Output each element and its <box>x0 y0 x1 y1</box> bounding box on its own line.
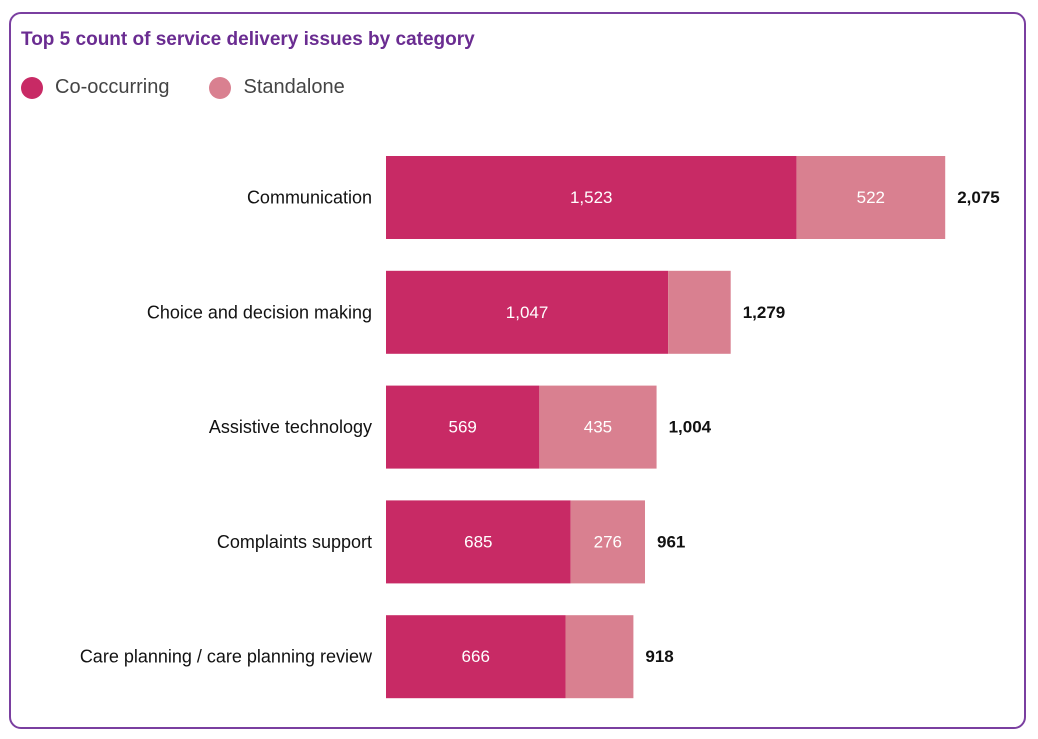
legend-swatch-standalone <box>209 76 232 99</box>
data-label-co-occurring-choice-and-decision-making: 1,047 <box>506 303 549 322</box>
category-label-complaints-support: Complaints support <box>217 532 372 552</box>
bar-co-occurring-complaints-support[interactable] <box>386 500 571 584</box>
bar-standalone-choice-and-decision-making[interactable] <box>668 270 731 354</box>
bar-standalone-complaints-support[interactable] <box>570 500 645 584</box>
legend-label-co-occurring: Co-occurring <box>55 76 170 98</box>
legend: Co-occurring Standalone <box>21 76 385 99</box>
bar-co-occurring-communication[interactable] <box>386 156 797 239</box>
bar-standalone-care-planning-care-planning-review[interactable] <box>565 615 634 699</box>
data-label-co-occurring-assistive-technology: 569 <box>448 418 476 437</box>
category-label-care-planning-care-planning-review: Care planning / care planning review <box>80 647 373 667</box>
data-label-co-occurring-care-planning-care-planning-review: 666 <box>462 647 490 666</box>
bar-co-occurring-care-planning-care-planning-review[interactable] <box>386 615 566 699</box>
category-label-communication: Communication <box>247 188 372 208</box>
category-label-assistive-technology: Assistive technology <box>209 417 372 437</box>
total-label-assistive-technology: 1,004 <box>669 418 712 437</box>
bar-standalone-communication[interactable] <box>796 156 946 239</box>
category-label-choice-and-decision-making: Choice and decision making <box>147 302 372 322</box>
legend-swatch-co-occurring <box>21 76 43 99</box>
data-label-co-occurring-communication: 1,523 <box>570 188 613 207</box>
total-label-choice-and-decision-making: 1,279 <box>743 303 786 322</box>
bar-co-occurring-choice-and-decision-making[interactable] <box>386 270 669 354</box>
total-label-care-planning-care-planning-review: 918 <box>645 647 673 666</box>
legend-item-standalone[interactable]: Standalone <box>209 76 345 99</box>
total-label-communication: 2,075 <box>957 188 1000 207</box>
chart-card <box>9 12 1026 729</box>
legend-item-co-occurring[interactable]: Co-occurring <box>21 76 169 99</box>
legend-label-standalone: Standalone <box>243 76 345 98</box>
data-label-standalone-communication: 522 <box>857 188 885 207</box>
total-label-complaints-support: 961 <box>657 532 685 551</box>
data-label-standalone-assistive-technology: 435 <box>584 418 612 437</box>
bar-standalone-assistive-technology[interactable] <box>539 385 657 469</box>
bar-co-occurring-assistive-technology[interactable] <box>386 385 540 469</box>
data-label-co-occurring-complaints-support: 685 <box>464 532 492 551</box>
chart-title: Top 5 count of service delivery issues b… <box>21 29 475 50</box>
data-label-standalone-complaints-support: 276 <box>594 532 622 551</box>
